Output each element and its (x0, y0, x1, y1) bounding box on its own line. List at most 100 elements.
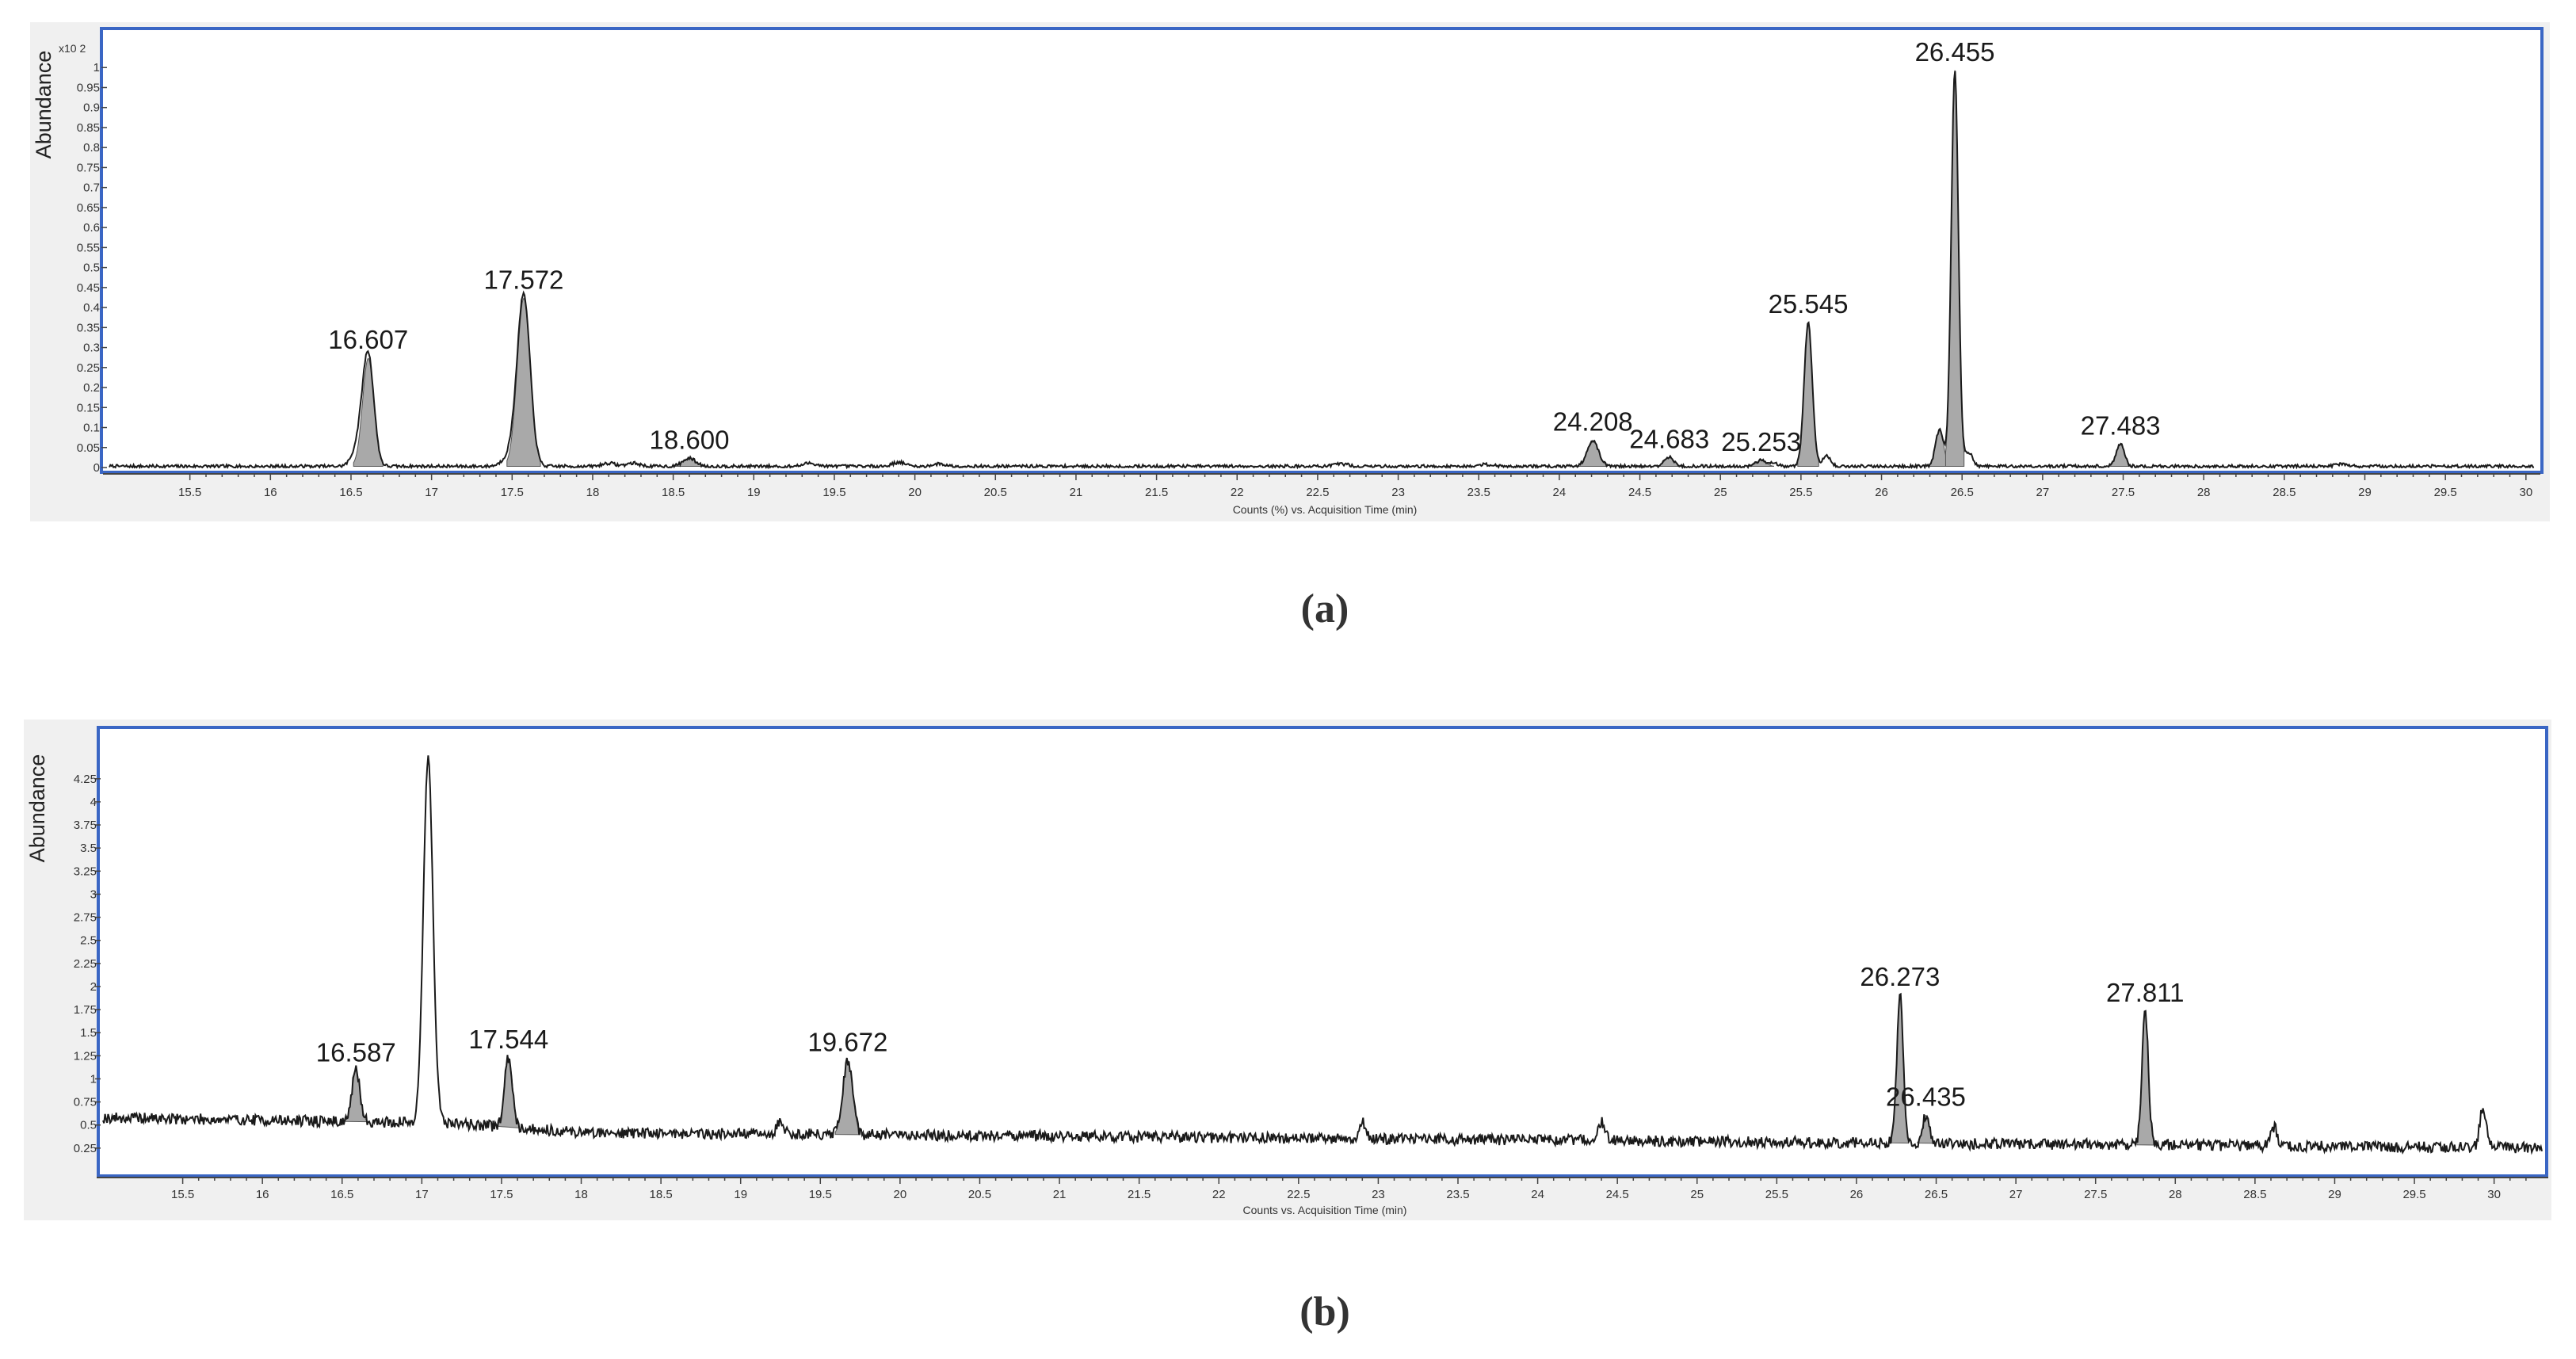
panel-b-peak-label: 17.544 (468, 1025, 548, 1054)
panel-b-y-tick-label: 1.25 (74, 1049, 97, 1063)
panel-b-y-tick-label: 3.75 (74, 819, 97, 832)
panel-b-x-tick-label: 18.5 (650, 1188, 673, 1201)
panel-a-x-tick-label: 22.5 (1306, 486, 1329, 499)
panel-a-y-tick-label: 0.05 (77, 441, 100, 455)
panel-a-x-tick-label: 19 (747, 486, 761, 499)
panel-a-y-tick-label: 0.1 (83, 422, 100, 435)
panel-b-x-tick-label: 29.5 (2402, 1188, 2425, 1201)
panel-b-peak-label: 26.273 (1860, 962, 1940, 991)
panel-a-peak-label: 18.600 (649, 425, 729, 454)
panel-a-peak-label: 25.253 (1721, 427, 1801, 456)
panel-b-x-tick-label: 17.5 (490, 1188, 513, 1201)
panel-b-x-tick-label: 25.5 (1765, 1188, 1788, 1201)
panel-b-y-tick-label: 2.5 (80, 934, 97, 948)
panel-a-x-tick-label: 29 (2358, 486, 2372, 499)
panel-a-x-tick-label: 24 (1553, 486, 1567, 499)
panel-b-x-tick-label: 20.5 (968, 1188, 991, 1201)
panel-b-x-tick-label: 20 (894, 1188, 907, 1201)
panel-a-y-tick-label: 0.5 (83, 261, 100, 275)
panel-a-y-tick-label: 0.7 (83, 181, 100, 195)
panel-a-x-tick-label: 24.5 (1628, 486, 1651, 499)
panel-a-x-tick-label: 23 (1391, 486, 1405, 499)
panel-a-y-tick-label: 1 (93, 61, 100, 74)
panel-b-peak-label: 16.587 (316, 1037, 396, 1067)
panel-a-x-tick-label: 20 (908, 486, 922, 499)
panel-a-peak-label: 25.545 (1769, 289, 1849, 319)
panel-a-caption: (a) (1301, 586, 1349, 632)
panel-a-x-tick-label: 29.5 (2434, 486, 2457, 499)
panel-b-x-tick-label: 19 (734, 1188, 747, 1201)
panel-b-peak-label: 19.672 (807, 1028, 887, 1057)
panel-b-series-line (102, 755, 2543, 1155)
panel-b-x-tick-label: 19.5 (809, 1188, 832, 1201)
panel-b-x-tick-label: 25 (1690, 1188, 1704, 1201)
panel-b-y-tick-label: 1 (90, 1072, 97, 1086)
panel-a-x-tick-label: 28 (2197, 486, 2211, 499)
panel-b-x-tick-label: 18 (574, 1188, 588, 1201)
chart-panel-b: Abundance Counts vs. Acquisition Time (m… (24, 720, 2551, 1334)
panel-b-peak-label: 27.811 (2106, 978, 2184, 1007)
panel-b-x-tick-label: 30 (2487, 1188, 2501, 1201)
panel-a-x-tick-label: 21.5 (1145, 486, 1168, 499)
panel-a-peak-label: 24.208 (1553, 407, 1633, 437)
panel-b-x-tick-label: 22.5 (1287, 1188, 1310, 1201)
panel-b-peak-label: 26.435 (1886, 1082, 1966, 1112)
panel-a-y-tick-label: 0.65 (77, 201, 100, 215)
panel-a-y-tick-label: 0.2 (83, 381, 100, 395)
panel-a-y-tick-label: 0 (93, 461, 100, 475)
panel-b-marks: 15.5 16 16.5 17 17.5 18 18.5 19 19.5 20 20.5 21 21.5… (74, 755, 2548, 1201)
panel-b-x-tick-label: 24 (1531, 1188, 1544, 1201)
panel-a-y-tick-label: 0.35 (77, 321, 100, 334)
panel-a-y-tick-label: 0.45 (77, 281, 100, 295)
panel-b-plot-area (97, 726, 2548, 1178)
panel-b-y-tick-label: 2 (90, 980, 97, 994)
panel-b-x-axis-title: Counts vs. Acquisition Time (min) (1243, 1204, 1407, 1216)
panel-a-y-tick-label: 0.95 (77, 81, 100, 94)
panel-a-y-tick-label: 0.85 (77, 121, 100, 135)
panel-a-y-tick-label: 0.75 (77, 161, 100, 174)
panel-b-x-tick-label: 16.5 (330, 1188, 353, 1201)
chart-panel-a: Abundance x10 2 Counts (%) vs. Acquisiti… (30, 22, 2550, 632)
panel-a-x-tick-label: 20.5 (984, 486, 1007, 499)
panel-b-y-tick-label: 3.25 (74, 865, 97, 878)
panel-a-y-tick-label: 0.8 (83, 141, 100, 155)
panel-b-x-tick-label: 23 (1372, 1188, 1385, 1201)
panel-a-marks: 15.5 16 16.5 17 17.5 18 18.5 19 19.5 20 20.5 21 21.5… (77, 37, 2540, 499)
panel-b-x-tick-label: 17 (415, 1188, 429, 1201)
panel-a-peak-label: 16.607 (328, 325, 408, 354)
panel-a-x-tick-label: 25.5 (1789, 486, 1812, 499)
panel-b-y-tick-label: 2.25 (74, 957, 97, 971)
panel-b-x-tick-label: 21 (1053, 1188, 1067, 1201)
panel-a-y-tick-label: 0.4 (83, 301, 100, 315)
panel-b-x-tick-label: 29 (2328, 1188, 2341, 1201)
panel-a-y-tick-label: 0.6 (83, 221, 100, 235)
panel-b-x-tick-label: 27 (2009, 1188, 2023, 1201)
panel-a-x-tick-label: 21 (1070, 486, 1083, 499)
panel-a-series-line (109, 71, 2535, 470)
panel-b-x-tick-label: 15.5 (171, 1188, 194, 1201)
panel-a-y-tick-label: 0.25 (77, 361, 100, 375)
panel-a-x-tick-label: 28.5 (2273, 486, 2296, 499)
panel-b-x-tick-label: 28.5 (2243, 1188, 2266, 1201)
panel-a-peak-label: 17.572 (483, 265, 563, 294)
panel-a-peak-label: 26.455 (1915, 37, 1995, 67)
panel-b-y-tick-label: 0.75 (74, 1096, 97, 1109)
panel-a-x-tick-label: 26.5 (1951, 486, 1974, 499)
panel-a-x-tick-label: 26 (1875, 486, 1888, 499)
panel-b-y-axis-title: Abundance (25, 754, 49, 863)
panel-a-x-tick-label: 16.5 (339, 486, 362, 499)
panel-b-y-tick-label: 4 (90, 796, 97, 809)
panel-b-x-tick-label: 27.5 (2084, 1188, 2107, 1201)
panel-b-x-tick-label: 28 (2169, 1188, 2182, 1201)
panel-a-x-tick-label: 17 (425, 486, 438, 499)
panel-b-y-tick-label: 4.25 (74, 773, 97, 786)
panel-a-x-tick-label: 17.5 (501, 486, 524, 499)
panel-b-x-tick-label: 24.5 (1606, 1188, 1629, 1201)
panel-a-x-tick-label: 27 (2036, 486, 2050, 499)
panel-a-x-tick-label: 22 (1231, 486, 1244, 499)
panel-a-x-tick-label: 25 (1714, 486, 1727, 499)
panel-a-plot-area (100, 27, 2544, 474)
panel-b-y-tick-label: 0.25 (74, 1142, 97, 1155)
panel-b-caption: (b) (1299, 1289, 1350, 1334)
panel-b-y-tick-label: 3.5 (80, 842, 97, 855)
